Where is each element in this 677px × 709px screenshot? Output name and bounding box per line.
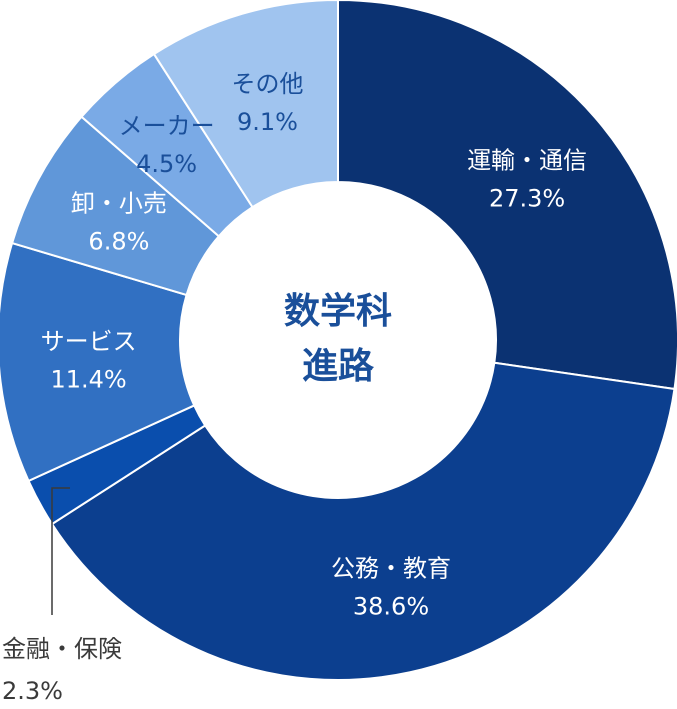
slice-label-value-0: 27.3%: [489, 184, 565, 212]
center-label-line-2: 進路: [302, 346, 375, 387]
finance-label-name: 金融・保険: [2, 635, 122, 663]
slice-label-value-1: 38.6%: [353, 592, 429, 620]
slice-label-name-3: サービス: [41, 327, 137, 355]
slice-label-value-4: 6.8%: [88, 228, 149, 256]
slice-0: [337, 0, 677, 391]
center-label-line-1: 数学科: [284, 290, 392, 332]
slice-label-value-5: 4.5%: [136, 150, 197, 178]
finance-label-value: 2.3%: [2, 677, 63, 705]
slice-label-name-6: その他: [231, 70, 303, 98]
center-label: 数学科 進路: [284, 290, 392, 387]
slice-label-value-3: 11.4%: [50, 365, 126, 393]
slice-6: [152, 0, 339, 209]
slice-label-name-1: 公務・教育: [331, 554, 451, 582]
slice-label-value-6: 9.1%: [237, 108, 298, 136]
slice-label-name-4: 卸・小売: [71, 190, 167, 218]
slice-label-name-5: メーカー: [119, 112, 215, 140]
finance-callout-line: [51, 487, 70, 615]
slice-1: [50, 361, 676, 681]
finance-callout: 金融・保険 2.3%: [2, 487, 122, 705]
slice-labels: 運輸・通信 27.3% 公務・教育 38.6% サービス 11.4% 卸・小売 6.8% メーカ…: [41, 70, 587, 620]
donut-slices: [0, 0, 677, 681]
slice-label-name-0: 運輸・通信: [467, 146, 587, 174]
slice-3: [0, 241, 196, 483]
